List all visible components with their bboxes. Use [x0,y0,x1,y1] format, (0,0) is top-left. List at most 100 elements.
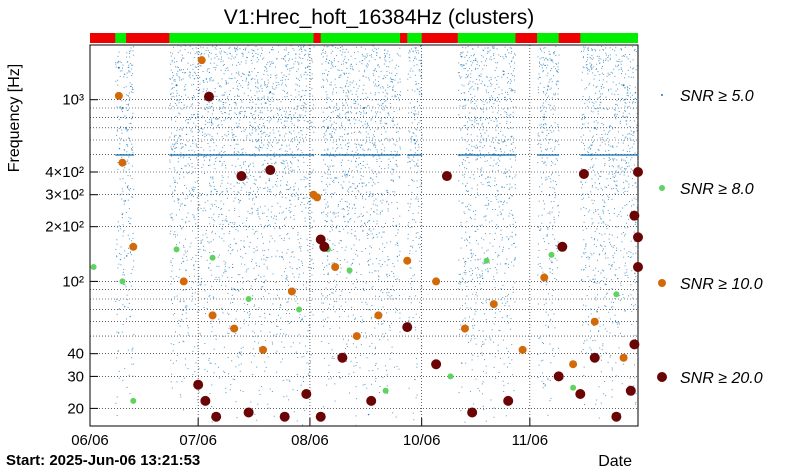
snr5-dot [499,330,501,332]
snr5-dot [256,230,258,232]
snr5-dot [378,92,380,94]
snr5-dot [482,381,484,383]
snr5-dot [249,313,251,315]
snr5-dot [131,88,133,90]
snr5-dot [419,120,421,122]
snr5-dot [557,98,559,100]
snr5-dot [390,153,392,155]
snr5-dot [509,150,511,152]
snr5-dot [298,116,300,118]
snr5-dot [178,129,180,131]
snr5-dot [415,50,417,52]
snr5-dot [412,156,414,158]
snr5-dot [291,163,293,165]
snr5-dot [323,159,325,161]
snr5-dot [218,126,220,128]
snr5-dot [502,108,504,110]
snr5-dot [334,106,336,108]
snr5-dot [326,94,328,96]
snr5-dot [492,258,494,260]
snr5-dot [550,70,552,72]
snr5-dot [464,273,466,275]
snr5-dot [271,61,273,63]
snr5-dot [189,190,191,192]
snr5-dot [280,122,282,124]
snr5-dot [378,155,380,157]
snr5-dot [249,241,251,243]
snr5-dot [263,296,265,298]
snr5-dot [324,189,326,191]
snr5-dot [201,278,203,280]
snr5-dot [186,187,188,189]
snr5-dot [357,103,359,105]
snr5-dot [538,61,540,63]
snr5-dot [391,298,393,300]
snr5-dot [128,162,130,164]
snr5-dot [275,215,277,217]
snr5-dot [281,251,283,253]
snr5-dot [385,131,387,133]
snr5-dot [374,353,376,355]
snr5-dot [398,279,400,281]
snr5-dot [241,52,243,54]
snr5-dot [329,84,331,86]
snr5-dot [502,218,504,220]
snr5-dot [239,113,241,115]
snr5-dot [283,237,285,239]
snr5-dot [333,58,335,60]
snr5-dot [303,74,305,76]
snr5-dot [355,197,357,199]
snr5-dot [508,153,510,155]
snr5-dot [116,357,118,359]
snr5-dot [351,229,353,231]
snr5-dot [174,169,176,171]
snr5-dot [372,116,374,118]
snr5-dot [469,152,471,154]
snr5-dot [279,108,281,110]
snr5-dot [556,159,558,161]
snr5-dot [332,249,334,251]
snr5-dot [376,205,378,207]
snr5-dot [415,58,417,60]
snr5-dot [355,160,357,162]
snr5-dot [512,106,514,108]
snr5-dot [398,368,400,370]
snr5-dot [121,67,123,69]
snr5-dot [116,106,118,108]
snr5-dot [494,77,496,79]
snr5-dot [366,303,368,305]
snr5-dot [257,48,259,50]
snr5-dot [287,248,289,250]
snr5-dot [508,169,510,171]
snr5-dot [550,125,552,127]
snr5-dot [184,205,186,207]
snr5-dot [299,53,301,55]
snr5-dot [306,335,308,337]
snr5-dot [487,86,489,88]
snr5-dot [258,90,260,92]
snr5-dot [486,52,488,54]
snr5-dot [551,97,553,99]
snr5-dot [227,176,229,178]
snr5-dot [414,142,416,144]
snr5-dot [264,84,266,86]
snr5-dot [466,190,468,192]
snr5-dot [501,239,503,241]
snr5-dot [311,61,313,63]
snr5-dot [211,120,213,122]
snr5-dot [543,161,545,163]
snr5-dot [306,362,308,364]
snr5-dot [510,73,512,75]
snr5-dot [241,111,243,113]
snr5-dot [211,135,213,137]
snr5-dot [190,128,192,130]
snr5-dot [514,187,516,189]
snr5-dot [276,288,278,290]
snr5-dot [206,307,208,309]
snr5-dot [470,87,472,89]
snr5-dot [122,235,124,237]
snr5-dot [287,165,289,167]
snr5-dot [371,99,373,101]
snr5-dot [176,104,178,106]
snr5-dot [118,350,120,352]
